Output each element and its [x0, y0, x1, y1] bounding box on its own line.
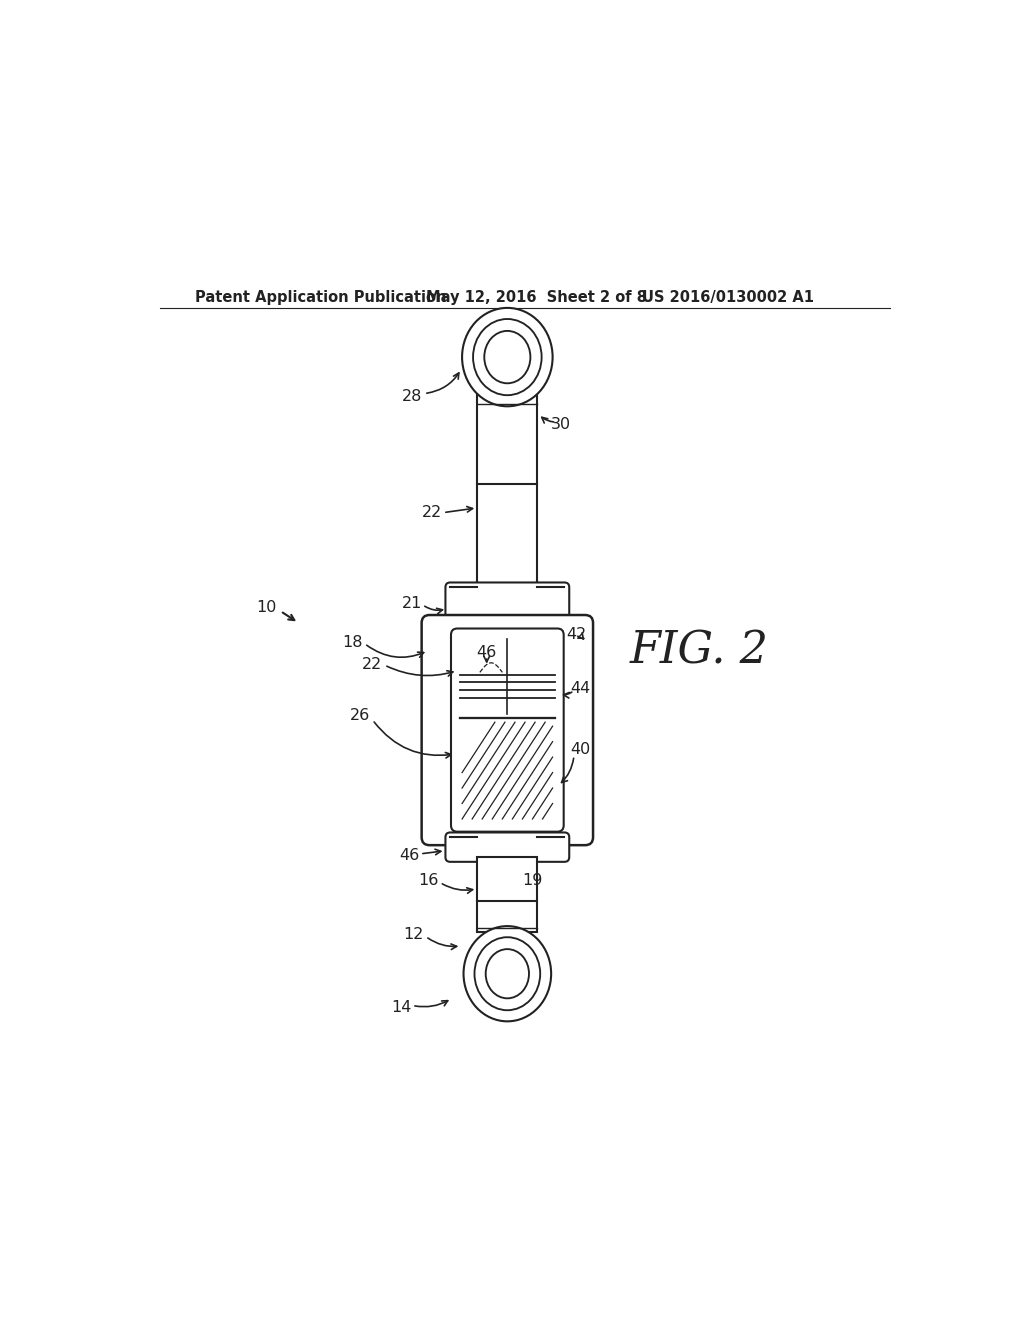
Text: 46: 46: [476, 644, 497, 660]
FancyBboxPatch shape: [451, 628, 563, 832]
Ellipse shape: [484, 331, 530, 383]
Text: 12: 12: [403, 928, 424, 942]
Text: 28: 28: [402, 389, 422, 404]
Ellipse shape: [473, 319, 542, 395]
Bar: [477, 857, 538, 932]
Text: 44: 44: [570, 681, 591, 697]
Ellipse shape: [474, 937, 541, 1010]
Ellipse shape: [462, 308, 553, 407]
Text: 22: 22: [422, 506, 442, 520]
Text: 46: 46: [399, 847, 420, 863]
FancyBboxPatch shape: [445, 833, 569, 862]
Text: 42: 42: [566, 627, 587, 643]
Text: US 2016/0130002 A1: US 2016/0130002 A1: [642, 290, 814, 305]
Text: FIG. 2: FIG. 2: [630, 630, 769, 672]
Bar: [477, 395, 538, 587]
Text: 30: 30: [551, 417, 571, 432]
Text: 18: 18: [342, 635, 362, 651]
Text: Patent Application Publication: Patent Application Publication: [196, 290, 446, 305]
Ellipse shape: [464, 927, 551, 1022]
Text: 14: 14: [391, 1001, 412, 1015]
FancyBboxPatch shape: [422, 615, 593, 845]
Text: 21: 21: [402, 595, 422, 611]
Text: 16: 16: [418, 874, 438, 888]
Text: 10: 10: [257, 599, 278, 615]
Text: 19: 19: [522, 874, 543, 888]
Text: 40: 40: [570, 742, 591, 758]
Text: 26: 26: [349, 709, 370, 723]
Text: May 12, 2016  Sheet 2 of 8: May 12, 2016 Sheet 2 of 8: [426, 290, 646, 305]
FancyBboxPatch shape: [445, 582, 569, 624]
Ellipse shape: [485, 949, 529, 998]
Text: 22: 22: [362, 657, 383, 672]
